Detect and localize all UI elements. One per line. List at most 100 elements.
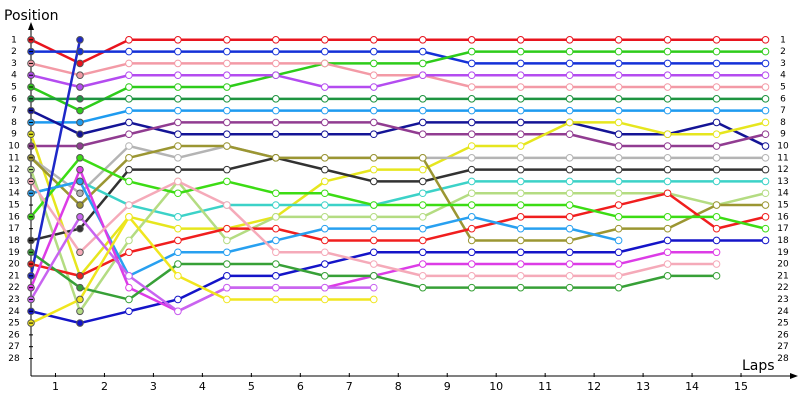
series-line	[29, 169, 766, 313]
lap-marker	[712, 118, 721, 127]
y-tick-label-right: 6	[780, 94, 786, 104]
lap-marker	[418, 59, 427, 68]
lap-marker	[76, 283, 84, 292]
lap-marker	[565, 272, 574, 280]
lap-marker	[76, 165, 84, 174]
lap-marker	[418, 189, 427, 198]
lap-marker	[663, 189, 672, 198]
series-line	[30, 239, 766, 325]
lap-marker	[272, 213, 280, 221]
lap-marker	[321, 130, 329, 139]
lap-marker	[223, 248, 231, 257]
lap-marker	[614, 165, 623, 174]
lap-marker	[614, 142, 623, 150]
lap-marker	[516, 36, 525, 44]
lap-marker	[223, 165, 231, 174]
x-tick-label: 13	[636, 380, 650, 393]
lap-marker	[272, 118, 280, 127]
lap-marker	[516, 83, 525, 91]
y-tick-label: 14	[8, 189, 20, 199]
y-axis-title: Position	[4, 8, 59, 24]
lap-marker	[418, 236, 427, 245]
lap-marker	[418, 213, 427, 221]
lap-marker	[272, 130, 280, 139]
lap-marker	[174, 295, 182, 304]
lap-marker	[761, 224, 770, 233]
lap-marker	[174, 260, 182, 268]
lap-marker	[76, 71, 84, 80]
y-tick-label: 4	[11, 71, 17, 81]
lap-marker	[516, 130, 525, 139]
lap-marker	[467, 165, 476, 174]
lap-marker	[712, 177, 721, 186]
y-tick-label: 24	[8, 307, 20, 317]
lap-marker	[712, 213, 721, 221]
y-tick-label: 21	[8, 271, 19, 281]
lap-marker	[761, 71, 770, 80]
lap-marker	[321, 283, 329, 292]
lap-marker	[614, 201, 623, 209]
y-tick-label: 20	[8, 260, 20, 270]
lap-marker	[712, 201, 721, 209]
lap-marker	[174, 36, 182, 44]
x-tick-label: 5	[248, 380, 255, 393]
lap-marker	[223, 106, 231, 115]
lap-marker	[565, 283, 574, 292]
lap-marker	[174, 213, 182, 221]
lap-marker	[663, 213, 672, 221]
x-tick-label: 1	[52, 380, 59, 393]
lap-marker	[565, 47, 574, 56]
lap-marker	[761, 106, 770, 115]
lap-marker	[223, 201, 231, 209]
y-tick-label: 15	[8, 201, 19, 211]
lap-marker	[761, 142, 770, 150]
lap-marker	[174, 307, 182, 316]
y-tick-label-right: 9	[780, 130, 786, 140]
y-tick-label: 6	[11, 94, 17, 104]
lap-marker	[125, 283, 133, 292]
lap-marker	[418, 71, 427, 80]
lap-marker	[418, 224, 427, 233]
lap-marker	[223, 177, 231, 186]
lap-marker	[565, 201, 574, 209]
lap-marker	[125, 118, 133, 127]
lap-marker	[272, 295, 280, 304]
lap-marker	[174, 142, 182, 150]
lap-marker	[418, 36, 427, 44]
lap-marker	[125, 95, 133, 103]
y-tick-label: 10	[8, 142, 20, 152]
lap-marker	[125, 36, 133, 44]
lap-marker	[76, 59, 84, 68]
lap-marker	[272, 95, 280, 103]
lap-marker	[321, 224, 329, 233]
lap-marker	[565, 83, 574, 91]
lap-marker	[125, 106, 133, 115]
lap-marker	[125, 236, 133, 245]
lap-marker	[223, 83, 231, 91]
y-tick-label-right: 5	[780, 83, 786, 93]
lap-marker	[467, 272, 476, 280]
y-tick-label-right: 12	[777, 165, 788, 175]
lap-marker	[565, 260, 574, 268]
lap-marker	[663, 106, 672, 115]
lap-marker	[321, 83, 329, 91]
x-tick-label: 11	[538, 380, 552, 393]
lap-marker	[76, 154, 84, 162]
lap-marker	[76, 272, 84, 280]
lap-marker	[174, 130, 182, 139]
y-tick-label: 22	[8, 283, 19, 293]
x-tick-label: 14	[685, 380, 699, 393]
lap-marker	[369, 83, 378, 91]
lap-marker	[369, 59, 378, 68]
lap-marker	[76, 142, 84, 150]
lap-marker	[369, 213, 378, 221]
lap-marker	[321, 189, 329, 198]
series-line	[30, 215, 374, 325]
lap-marker	[76, 130, 84, 139]
lap-marker	[76, 201, 84, 209]
lap-marker	[712, 106, 721, 115]
lap-marker	[272, 272, 280, 280]
lap-marker	[174, 224, 182, 233]
series-line	[31, 109, 766, 124]
lap-marker	[272, 248, 280, 257]
